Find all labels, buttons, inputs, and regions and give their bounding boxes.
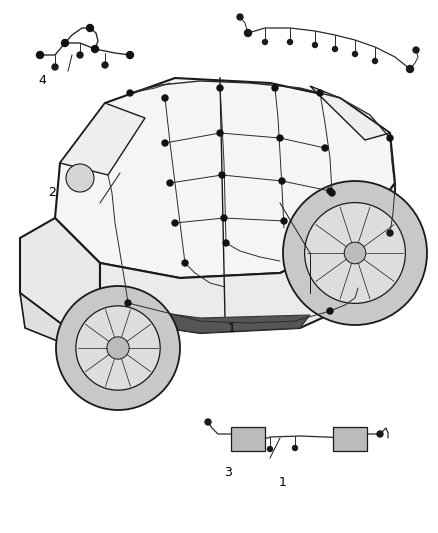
Circle shape xyxy=(219,172,225,178)
Circle shape xyxy=(322,145,328,151)
Circle shape xyxy=(52,64,58,70)
Circle shape xyxy=(127,52,134,59)
Circle shape xyxy=(293,446,297,450)
Circle shape xyxy=(268,447,272,451)
Circle shape xyxy=(172,220,178,226)
Circle shape xyxy=(61,39,68,46)
Circle shape xyxy=(162,140,168,146)
Circle shape xyxy=(279,178,285,184)
Polygon shape xyxy=(60,103,145,175)
Circle shape xyxy=(329,190,335,196)
Circle shape xyxy=(287,39,293,44)
Circle shape xyxy=(36,52,43,59)
Polygon shape xyxy=(310,86,390,140)
Circle shape xyxy=(277,135,283,141)
Text: 1: 1 xyxy=(228,321,236,335)
Circle shape xyxy=(76,306,160,390)
FancyBboxPatch shape xyxy=(231,427,265,451)
Circle shape xyxy=(387,230,393,236)
Circle shape xyxy=(205,419,211,425)
Text: 2: 2 xyxy=(48,187,56,199)
Circle shape xyxy=(413,47,419,53)
Circle shape xyxy=(262,39,268,44)
Circle shape xyxy=(125,300,131,306)
Circle shape xyxy=(372,59,378,63)
Circle shape xyxy=(304,203,406,303)
Circle shape xyxy=(281,218,287,224)
Circle shape xyxy=(327,188,333,194)
Circle shape xyxy=(312,43,318,47)
Circle shape xyxy=(162,95,168,101)
Circle shape xyxy=(283,181,427,325)
Circle shape xyxy=(217,130,223,136)
Polygon shape xyxy=(20,293,108,348)
Text: 4: 4 xyxy=(38,74,46,86)
Circle shape xyxy=(327,308,333,314)
Circle shape xyxy=(127,90,133,96)
Circle shape xyxy=(182,260,188,266)
Circle shape xyxy=(221,215,227,221)
Circle shape xyxy=(102,62,108,68)
Circle shape xyxy=(332,46,338,52)
Circle shape xyxy=(92,45,99,52)
Circle shape xyxy=(56,286,180,410)
Circle shape xyxy=(237,14,243,20)
Circle shape xyxy=(167,180,173,186)
Circle shape xyxy=(107,337,129,359)
Polygon shape xyxy=(20,218,100,323)
Circle shape xyxy=(344,242,366,264)
Polygon shape xyxy=(100,305,310,333)
Polygon shape xyxy=(55,78,395,278)
Text: 1: 1 xyxy=(279,477,286,489)
Circle shape xyxy=(86,25,93,31)
Circle shape xyxy=(223,240,229,246)
Circle shape xyxy=(217,85,223,91)
Circle shape xyxy=(77,52,83,58)
Circle shape xyxy=(406,66,413,72)
Circle shape xyxy=(66,164,94,192)
Circle shape xyxy=(387,135,393,141)
Text: 3: 3 xyxy=(224,466,232,480)
Circle shape xyxy=(317,90,323,96)
Circle shape xyxy=(272,85,278,91)
Circle shape xyxy=(244,29,251,36)
FancyBboxPatch shape xyxy=(333,427,367,451)
Circle shape xyxy=(353,52,357,56)
Circle shape xyxy=(377,431,383,437)
Polygon shape xyxy=(100,183,395,333)
